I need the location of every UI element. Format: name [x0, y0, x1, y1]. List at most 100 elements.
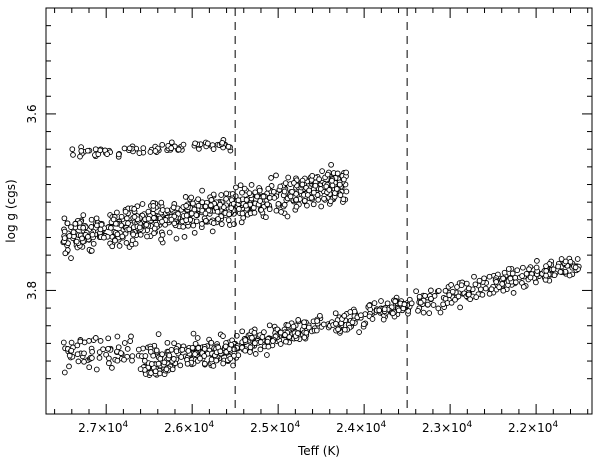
data-point [61, 215, 68, 222]
data-point [512, 274, 519, 281]
data-point [493, 279, 500, 285]
data-point [510, 290, 517, 296]
data-point [337, 192, 344, 198]
data-point [519, 273, 525, 279]
data-point [208, 339, 215, 346]
data-point [268, 175, 274, 181]
x-tick-exponent: 4 [295, 420, 301, 430]
data-point [158, 199, 165, 206]
data-point [401, 301, 408, 308]
data-point [75, 358, 82, 365]
data-point [326, 187, 333, 193]
data-point [415, 307, 421, 314]
data-point [236, 206, 242, 212]
data-point [266, 194, 273, 201]
data-point [251, 329, 258, 336]
data-point [356, 329, 362, 335]
data-point [220, 360, 227, 367]
data-point [334, 170, 341, 177]
data-point [147, 348, 154, 355]
data-point [257, 346, 264, 353]
data-point [195, 196, 201, 203]
data-point [454, 284, 460, 290]
data-point [192, 351, 198, 357]
data-point [201, 346, 208, 352]
data-point [121, 340, 128, 346]
data-point [381, 306, 388, 313]
data-point [70, 229, 77, 236]
data-point [341, 312, 348, 319]
data-point [572, 264, 579, 271]
data-point [125, 220, 131, 227]
data-point [193, 212, 200, 218]
data-point [392, 298, 399, 305]
data-point [271, 195, 278, 201]
data-point [446, 292, 453, 298]
data-point [501, 269, 508, 276]
data-point [177, 362, 184, 369]
data-point [77, 338, 84, 345]
data-point [239, 210, 246, 217]
data-point [118, 350, 124, 356]
data-point [343, 169, 349, 176]
data-point [273, 207, 280, 214]
data-point [261, 329, 267, 335]
data-point [426, 310, 433, 316]
data-point [155, 331, 162, 337]
data-point [210, 363, 217, 369]
data-point [358, 312, 364, 319]
data-point [327, 198, 334, 205]
data-point [184, 360, 191, 367]
data-point [252, 340, 258, 346]
data-point [93, 366, 100, 373]
x-tick-exponent: 4 [380, 420, 386, 430]
data-point [534, 258, 540, 264]
data-point [333, 320, 339, 327]
data-point [266, 322, 273, 329]
data-point [340, 196, 347, 203]
data-point [527, 274, 534, 281]
data-point [299, 181, 306, 188]
data-point [416, 293, 423, 300]
data-point [343, 188, 350, 195]
data-point [295, 317, 302, 323]
data-point [523, 270, 530, 277]
data-point [320, 321, 327, 328]
data-point [161, 359, 168, 366]
data-point [215, 216, 221, 222]
data-point [233, 184, 239, 191]
data-point [482, 285, 489, 292]
data-point [324, 171, 331, 178]
data-point [566, 272, 573, 279]
data-point [168, 145, 175, 151]
data-point [257, 339, 264, 345]
data-point [417, 299, 424, 306]
data-point [155, 360, 162, 367]
data-point [180, 141, 187, 148]
data-point [499, 281, 506, 287]
y-tick-label: 3.8 [25, 281, 39, 300]
data-point [124, 346, 131, 352]
data-point [500, 287, 507, 294]
data-point [116, 243, 123, 249]
data-point [64, 220, 71, 227]
data-point [170, 204, 177, 211]
data-point [335, 326, 341, 333]
data-point [264, 201, 271, 208]
data-point [68, 255, 74, 261]
data-point [332, 310, 339, 317]
data-point [442, 287, 449, 294]
data-point [413, 288, 419, 295]
data-point [395, 307, 402, 314]
data-point [109, 243, 116, 250]
x-tick-exponent: 4 [123, 420, 129, 430]
data-point [225, 143, 232, 150]
data-point [135, 346, 142, 353]
data-point [145, 215, 152, 222]
data-point [108, 225, 114, 231]
data-point [380, 316, 387, 323]
data-point [191, 206, 198, 213]
data-point [258, 207, 265, 213]
data-point [465, 285, 472, 292]
data-point [136, 224, 143, 231]
